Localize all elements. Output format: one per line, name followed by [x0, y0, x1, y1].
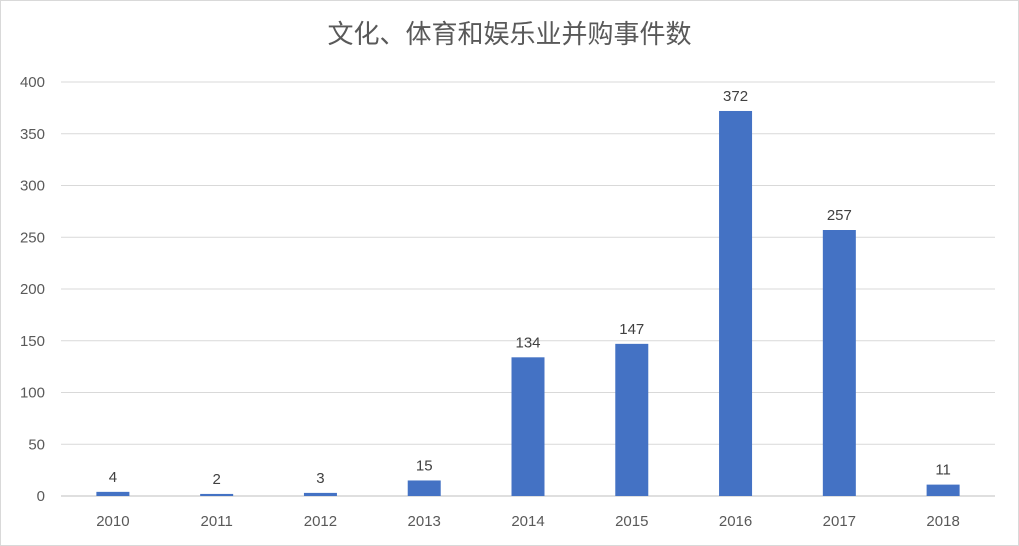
bar [303, 492, 337, 496]
data-label: 257 [827, 207, 852, 224]
y-tick-label: 300 [20, 178, 45, 195]
y-tick-label: 150 [20, 333, 45, 350]
x-tick-label: 2011 [201, 513, 233, 530]
y-tick-label: 200 [20, 281, 45, 298]
bar [615, 343, 649, 496]
y-axis-ticks: 0 50 100 150 200 250 300 350 400 [20, 74, 45, 505]
bar [200, 493, 234, 496]
bar [719, 110, 753, 496]
x-axis-ticks: 2010 2011 2012 2013 2014 2015 2016 2017 2018 [96, 513, 960, 530]
data-label: 134 [515, 334, 540, 351]
data-label: 4 [109, 469, 117, 486]
data-labels: 4 2 3 15 134 147 372 257 11 [109, 88, 951, 488]
y-tick-label: 0 [37, 488, 45, 505]
x-tick-label: 2015 [615, 513, 648, 530]
y-tick-label: 350 [20, 126, 45, 143]
bar [926, 484, 960, 496]
x-tick-label: 2016 [719, 513, 752, 530]
data-label: 15 [416, 457, 433, 474]
data-label: 2 [212, 471, 220, 488]
data-label: 3 [316, 470, 324, 487]
bars [96, 110, 960, 496]
data-label: 11 [935, 462, 951, 479]
x-tick-label: 2014 [511, 513, 544, 530]
bar [96, 491, 130, 496]
data-label: 147 [619, 321, 644, 338]
chart-title: 文化、体育和娱乐业并购事件数 [327, 20, 692, 50]
bar [822, 230, 856, 496]
bar [511, 357, 545, 496]
x-tick-label: 2017 [823, 513, 856, 530]
y-tick-label: 250 [20, 229, 45, 246]
x-tick-label: 2010 [96, 513, 129, 530]
x-tick-label: 2013 [408, 513, 441, 530]
data-label: 372 [723, 88, 748, 105]
y-tick-label: 50 [28, 436, 45, 453]
x-tick-label: 2018 [926, 513, 959, 530]
y-tick-label: 400 [20, 74, 45, 91]
y-tick-label: 100 [20, 385, 45, 402]
bar [407, 480, 441, 496]
x-tick-label: 2012 [304, 513, 337, 530]
